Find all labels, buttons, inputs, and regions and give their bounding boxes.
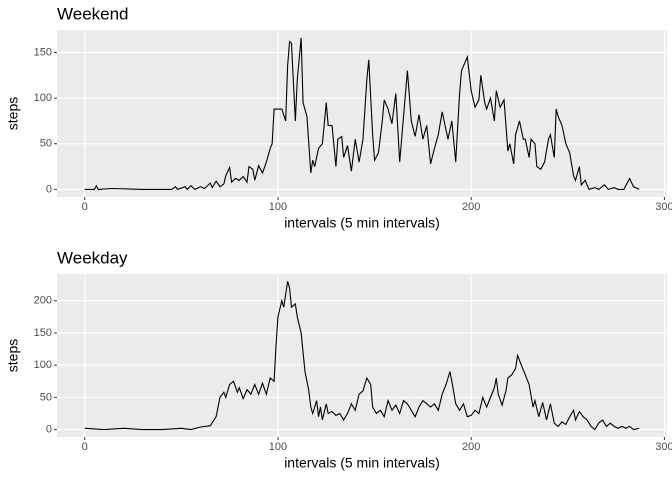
y-tick-label: 0: [46, 423, 52, 435]
y-tick-label: 100: [34, 92, 52, 104]
y-axis-label: steps: [5, 97, 21, 130]
x-tick-label: 0: [82, 441, 88, 453]
x-tick-label: 200: [462, 201, 480, 213]
chart-title: Weekend: [57, 4, 129, 23]
x-axis-label: intervals (5 min intervals): [284, 215, 440, 231]
y-tick-label: 0: [46, 183, 52, 195]
data-line: [84, 281, 640, 431]
plot-background: [57, 274, 667, 437]
y-tick-label: 50: [40, 391, 52, 403]
x-tick-label: 100: [269, 441, 287, 453]
x-tick-label: 300: [655, 441, 672, 453]
x-axis-label: intervals (5 min intervals): [284, 455, 440, 471]
chart-title: Weekday: [57, 248, 128, 267]
y-tick-label: 50: [40, 138, 52, 150]
x-tick-label: 300: [655, 201, 672, 213]
data-line: [84, 37, 640, 191]
y-axis-label: steps: [5, 339, 21, 372]
plot-background: [57, 30, 667, 197]
y-tick-label: 150: [34, 46, 52, 58]
x-tick-label: 0: [82, 201, 88, 213]
y-tick-label: 100: [34, 359, 52, 371]
x-tick-label: 200: [462, 441, 480, 453]
y-tick-label: 200: [34, 295, 52, 307]
y-tick-label: 150: [34, 327, 52, 339]
x-tick-label: 100: [269, 201, 287, 213]
